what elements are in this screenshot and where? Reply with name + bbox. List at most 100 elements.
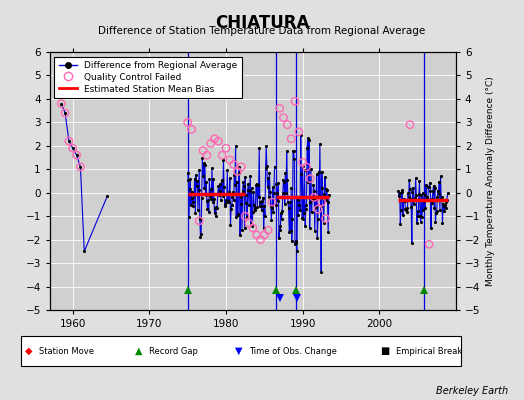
Point xyxy=(318,199,326,205)
Point xyxy=(225,199,233,205)
Point xyxy=(226,157,234,163)
Point xyxy=(252,182,260,188)
Point xyxy=(186,176,194,182)
Point xyxy=(420,192,429,198)
Point xyxy=(238,188,247,194)
Point xyxy=(313,234,322,241)
Point xyxy=(233,179,241,185)
Point xyxy=(245,220,253,226)
Point xyxy=(430,204,439,211)
Point xyxy=(294,194,303,201)
Point xyxy=(280,179,288,185)
Point xyxy=(299,159,307,166)
Point xyxy=(277,210,285,217)
Point xyxy=(254,182,262,188)
Point xyxy=(417,192,425,198)
Point xyxy=(427,225,435,231)
Point xyxy=(264,184,272,190)
Point xyxy=(416,213,424,219)
Point xyxy=(212,213,220,220)
Point xyxy=(402,205,411,212)
Point xyxy=(323,187,331,193)
Point xyxy=(299,163,307,169)
Point xyxy=(273,190,281,196)
Point xyxy=(416,178,424,185)
Point xyxy=(274,198,282,204)
Point xyxy=(57,100,66,107)
Point xyxy=(278,208,287,214)
Point xyxy=(423,196,431,202)
Point xyxy=(223,198,231,205)
Point xyxy=(214,183,223,190)
Point xyxy=(412,192,420,198)
Point xyxy=(233,168,242,175)
Point xyxy=(286,228,294,235)
Point xyxy=(282,148,291,155)
Point xyxy=(203,206,212,213)
Point xyxy=(429,188,437,194)
Point xyxy=(276,222,284,229)
Point xyxy=(208,165,216,171)
Point xyxy=(425,184,433,190)
Point xyxy=(398,187,407,193)
Point xyxy=(260,203,268,210)
Point xyxy=(243,213,252,220)
Point xyxy=(434,188,442,194)
Point xyxy=(190,192,198,198)
Point xyxy=(222,197,230,204)
Point xyxy=(229,188,237,195)
Point xyxy=(214,138,223,144)
Point xyxy=(314,216,322,222)
Point xyxy=(257,203,265,209)
Point xyxy=(270,163,279,170)
Point xyxy=(443,190,452,196)
Point xyxy=(438,194,446,200)
Point xyxy=(269,208,277,215)
Point xyxy=(318,169,326,175)
Point xyxy=(436,207,444,214)
Point xyxy=(224,198,232,205)
Point xyxy=(254,194,263,201)
Point xyxy=(441,202,449,208)
Point xyxy=(305,137,313,144)
Point xyxy=(321,174,329,180)
Point xyxy=(206,193,214,200)
Point xyxy=(221,201,229,208)
Point xyxy=(303,135,312,142)
Point xyxy=(422,182,430,188)
Point xyxy=(410,197,419,203)
Point xyxy=(253,232,261,238)
Point xyxy=(222,145,230,151)
Point xyxy=(312,204,320,210)
Text: Station Move: Station Move xyxy=(39,346,94,356)
Point xyxy=(210,210,219,216)
Point xyxy=(198,155,206,161)
Point xyxy=(301,222,309,229)
Point xyxy=(183,170,192,176)
Point xyxy=(76,164,84,170)
Point xyxy=(211,205,220,212)
Point xyxy=(410,200,418,207)
Point xyxy=(280,201,289,207)
Point xyxy=(256,198,265,205)
Point xyxy=(228,194,237,200)
Point xyxy=(319,195,328,202)
Point xyxy=(199,173,207,180)
Point xyxy=(406,122,414,128)
Point xyxy=(268,204,276,211)
Point xyxy=(259,225,268,232)
Point xyxy=(200,185,209,192)
Point xyxy=(315,193,323,200)
Point xyxy=(231,182,239,188)
Point xyxy=(69,145,77,151)
Point xyxy=(404,190,412,196)
Point xyxy=(201,192,210,198)
Point xyxy=(249,188,258,195)
Point xyxy=(61,110,69,116)
Point xyxy=(205,176,214,182)
Point xyxy=(277,216,286,222)
Point xyxy=(267,216,276,223)
Point xyxy=(425,180,434,186)
Point xyxy=(309,196,317,203)
Point xyxy=(248,209,257,216)
